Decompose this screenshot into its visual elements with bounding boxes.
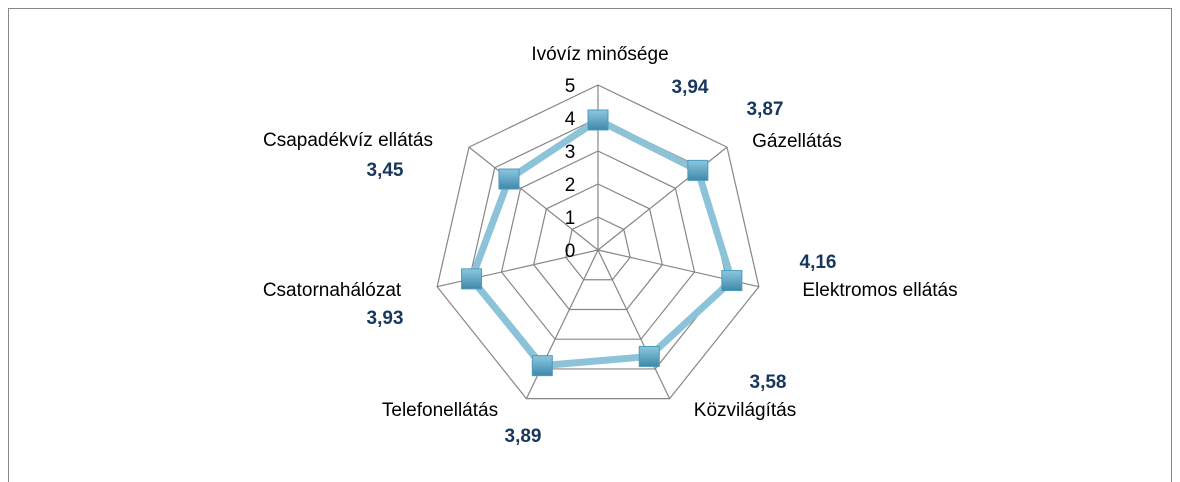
category-label: Elektromos ellátás (802, 280, 957, 301)
marker (638, 345, 660, 367)
grid-ring (533, 183, 663, 311)
marker (721, 270, 743, 292)
r-tick-label: 3 (565, 142, 576, 163)
grid-ring (500, 150, 696, 340)
marker (531, 355, 553, 377)
value-label: 4,16 (800, 252, 837, 273)
value-label: 3,58 (750, 372, 787, 393)
spoke (468, 146, 599, 251)
grid-ring (436, 84, 760, 400)
marker (498, 168, 520, 190)
value-label: 3,94 (672, 77, 709, 98)
value-label: 3,89 (505, 426, 542, 447)
value-label: 3,45 (367, 160, 404, 181)
spoke (597, 249, 671, 399)
marker (687, 159, 709, 181)
category-label: Közvilágítás (694, 400, 796, 421)
category-label: Telefonellátás (382, 400, 498, 421)
marker (461, 268, 483, 290)
category-label: Csatornahálózat (263, 280, 402, 301)
series-line (468, 116, 736, 370)
r-tick-label: 5 (565, 76, 576, 97)
r-tick-label: 2 (565, 175, 576, 196)
r-tick-label: 4 (565, 109, 576, 130)
marker (587, 109, 609, 131)
chart-frame (8, 8, 1172, 482)
value-label: 3,93 (367, 308, 404, 329)
r-tick-label: 1 (565, 208, 576, 229)
grid-ring (565, 216, 631, 281)
category-label: Csapadékvíz ellátás (263, 130, 433, 151)
value-label: 3,87 (747, 99, 784, 120)
r-tick-label: 0 (565, 241, 576, 262)
category-label: Gázellátás (752, 131, 842, 152)
category-label: Ivóvíz minősége (531, 44, 668, 65)
